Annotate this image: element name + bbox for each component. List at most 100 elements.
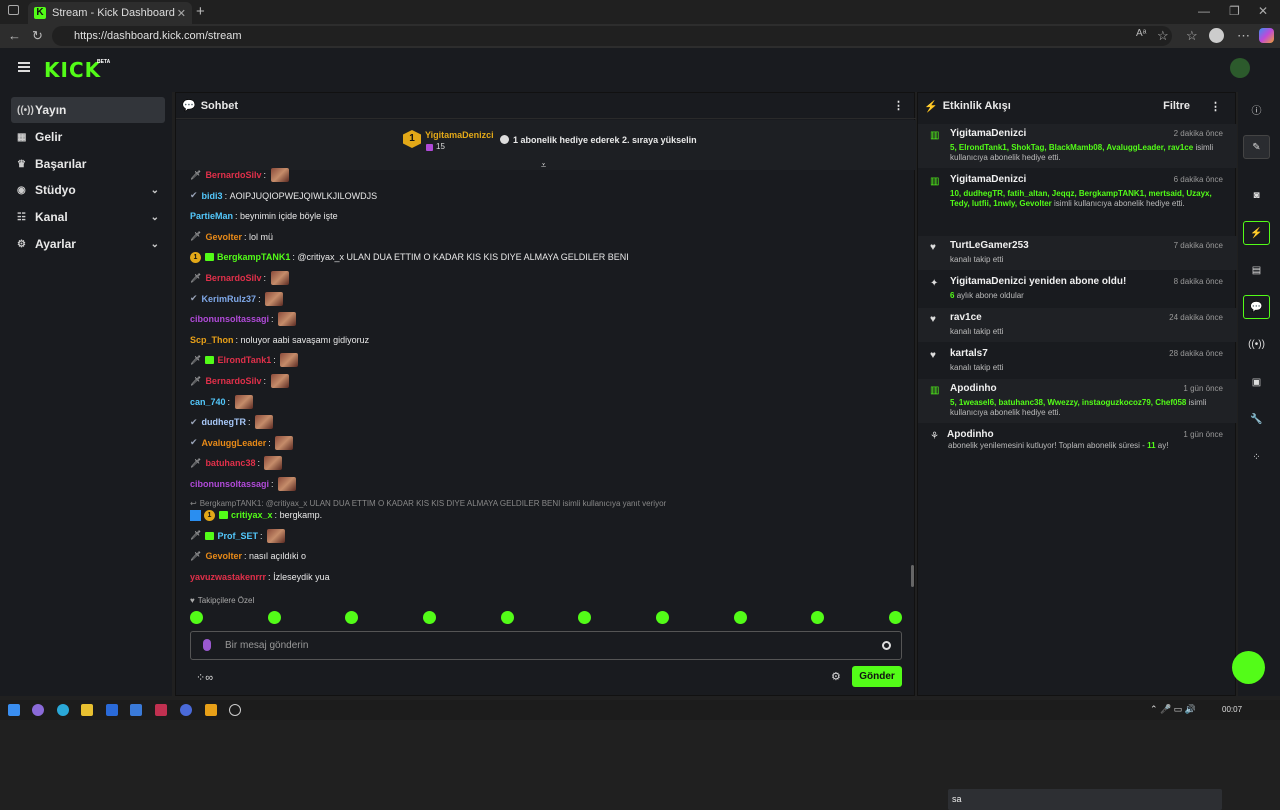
support-button[interactable] (1232, 651, 1265, 684)
emote-shortcut-icon[interactable] (500, 611, 514, 624)
sidebar-item-gelir[interactable]: ▦ Gelir (11, 124, 165, 150)
camera-icon[interactable]: ◙ (1253, 189, 1260, 201)
feed-item-title[interactable]: YigitamaDenizci (950, 128, 1027, 139)
chat-username[interactable]: bidi3 (201, 190, 223, 201)
profile-icon[interactable] (1209, 28, 1224, 43)
chat-username[interactable]: KerimRulz37 (201, 293, 257, 304)
sidebar-item-yayin[interactable]: ((•)) Yayın (11, 97, 165, 123)
system-tray[interactable]: ⌃ 🎤 ▭ 🔊 (1150, 704, 1196, 714)
kick-logo[interactable]: KICK (44, 58, 102, 82)
feed-item: ▥ YigitamaDenizci 6 dakika önce 10, dudh… (918, 170, 1237, 234)
chat-username[interactable]: dudhegTR (201, 417, 247, 428)
broadcast-rail-icon[interactable]: ((•)) (1248, 338, 1265, 350)
scroll-down-icon[interactable]: ⩡ (541, 160, 547, 170)
refresh-icon[interactable]: ↻ (32, 28, 43, 43)
minimize-icon[interactable]: — (1198, 4, 1210, 18)
chat-username[interactable]: ElrondTank1 (217, 355, 272, 366)
app-icon[interactable] (155, 704, 167, 716)
feed-item-title[interactable]: Apodinho (950, 383, 997, 394)
emote-shortcut-icon[interactable] (733, 611, 747, 624)
app3-icon[interactable] (205, 704, 217, 716)
tools-icon[interactable]: 🔧 (1250, 413, 1263, 425)
filter-button[interactable]: Filtre (1163, 100, 1190, 112)
chat-username[interactable]: BernardoSilv (205, 170, 262, 180)
chat-username[interactable]: cibonunsoltassagi (190, 314, 270, 325)
chat-username[interactable]: BergkampTANK1 (217, 252, 291, 263)
menu-icon[interactable] (18, 62, 30, 72)
send-button[interactable]: Gönder (852, 666, 902, 687)
feed-item-title[interactable]: rav1ce (950, 312, 982, 323)
chat-input[interactable]: Bir mesaj gönderin (190, 631, 902, 660)
favorite-icon[interactable]: ☆ (1157, 28, 1169, 43)
feed-item-detail: kanalı takip etti (950, 327, 1004, 336)
sidebar-item-basarilar[interactable]: ♛ Başarılar (11, 151, 165, 177)
chat-username[interactable]: critiyax_x (231, 510, 273, 520)
emote-shortcut-icon[interactable] (190, 611, 203, 624)
mic-icon[interactable] (203, 639, 211, 651)
sidebar-item-ayarlar[interactable]: ⚙ Ayarlar ⌄ (11, 231, 165, 257)
back-icon[interactable]: ← (8, 28, 21, 43)
sidebar-item-kanal[interactable]: ☷ Kanal ⌄ (11, 204, 165, 230)
restore-icon[interactable]: ❐ (1229, 4, 1240, 18)
chat-username[interactable]: PartieMan (190, 211, 234, 222)
scrollbar[interactable] (911, 565, 914, 587)
feed-item-title[interactable]: YigitamaDenizci yeniden abone oldu! (950, 276, 1127, 287)
emoji-icon[interactable] (882, 641, 891, 650)
store-icon[interactable] (106, 704, 118, 716)
emote-shortcut-icon[interactable] (578, 611, 592, 624)
close-tab-icon[interactable]: ✕ (176, 7, 186, 20)
chat-username[interactable]: BernardoSilv (205, 376, 262, 386)
url-input[interactable]: https://dashboard.kick.com/stream (52, 26, 1172, 46)
read-aloud-icon[interactable]: Aᵃ (1136, 28, 1147, 39)
leader-name[interactable]: YigitamaDenizci (425, 130, 494, 140)
copilot-app-icon[interactable] (32, 704, 44, 716)
new-tab-icon[interactable]: + (196, 3, 205, 20)
notes-icon[interactable]: ▤ (1251, 264, 1262, 276)
kick-points-icon[interactable]: ⁘∞ (196, 672, 214, 684)
more-icon[interactable]: ⋯ (1237, 28, 1250, 43)
browser-tab[interactable]: K Stream - Kick Dashboard ✕ (28, 2, 192, 24)
emote-shortcut-icon[interactable] (267, 611, 281, 624)
chat-username[interactable]: batuhanc38 (205, 458, 256, 469)
chat-settings-icon[interactable]: ⚙ (831, 671, 841, 683)
favorites-bar-icon[interactable]: ☆ (1186, 28, 1198, 43)
app2-icon[interactable] (180, 704, 192, 716)
stream-manager-icon[interactable]: ▣ (1251, 376, 1262, 388)
sidebar-item-studyo[interactable]: ◉ Stüdyo ⌄ (11, 177, 165, 203)
emote-shortcut-icon[interactable] (345, 611, 359, 624)
chat-toggle-icon[interactable]: 💬 (1243, 295, 1270, 319)
start-icon[interactable] (8, 704, 20, 716)
outlook-icon[interactable] (130, 704, 142, 716)
edit-icon[interactable]: ✎ (1243, 135, 1270, 159)
chat-message: ✔ AvaluggLeader: (190, 435, 294, 451)
chat-username[interactable]: yavuzwastakenrrr (190, 571, 267, 582)
emote-shortcut-icon[interactable] (888, 611, 902, 624)
info-icon[interactable]: ⓘ (1251, 105, 1262, 117)
chat-username[interactable]: BernardoSilv (205, 273, 262, 283)
feed-item-title[interactable]: YigitamaDenizci (950, 174, 1027, 185)
chat-username[interactable]: Prof_SET (217, 530, 258, 541)
chat-username[interactable]: Scp_Thon (190, 334, 234, 345)
app4-icon[interactable] (229, 704, 241, 716)
chat-more-icon[interactable]: ⋮ (893, 100, 904, 112)
user-avatar[interactable] (1230, 58, 1250, 78)
copilot-icon[interactable] (1259, 28, 1274, 43)
explorer-icon[interactable] (81, 704, 93, 716)
edge-icon[interactable] (57, 704, 69, 716)
emote-shortcut-icon[interactable] (422, 611, 436, 624)
emote-shortcut-icon[interactable] (811, 611, 825, 624)
feed-item-title[interactable]: TurtLeGamer253 (950, 240, 1029, 251)
close-window-icon[interactable]: ✕ (1258, 4, 1269, 18)
apps-icon[interactable]: ⁘ (1252, 451, 1261, 463)
chat-username[interactable]: Gevolter (205, 551, 242, 562)
feed-item-title[interactable]: kartals7 (950, 348, 988, 359)
activity-icon[interactable]: ⚡ (1243, 221, 1270, 245)
chat-username[interactable]: can_740 (190, 396, 226, 407)
chat-username[interactable]: Gevolter (205, 231, 242, 242)
tab-actions-icon[interactable] (8, 5, 19, 15)
chat-username[interactable]: cibonunsoltassagi (190, 479, 270, 489)
chat-username[interactable]: AvaluggLeader (201, 437, 267, 448)
emote-shortcut-icon[interactable] (655, 611, 669, 624)
feed-item-title[interactable]: Apodinho (947, 429, 994, 440)
feed-more-icon[interactable]: ⋮ (1210, 100, 1221, 113)
